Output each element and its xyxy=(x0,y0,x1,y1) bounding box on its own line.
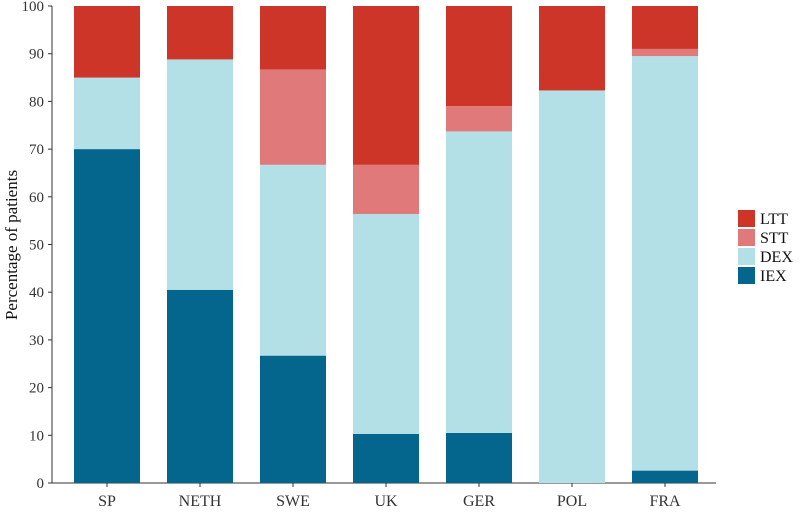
y-tick-label: 60 xyxy=(29,190,44,206)
legend-swatch-dex xyxy=(738,248,755,265)
bar-ger-stt xyxy=(446,106,512,132)
x-tick-label-pol: POL xyxy=(557,493,587,510)
bar-uk-dex xyxy=(353,213,419,434)
y-tick-label: 90 xyxy=(29,47,44,63)
bar-pol-ltt xyxy=(539,6,605,91)
bar-fra-iex xyxy=(632,470,698,483)
bar-neth-ltt xyxy=(167,6,233,60)
bars xyxy=(74,6,698,483)
bar-sp-iex xyxy=(74,149,140,483)
bar-ger-ltt xyxy=(446,6,512,107)
bar-uk-stt xyxy=(353,164,419,214)
bar-fra-dex xyxy=(632,56,698,471)
bar-swe-dex xyxy=(260,164,326,356)
bar-ger-dex xyxy=(446,131,512,433)
bar-uk-iex xyxy=(353,433,419,483)
y-axis-title: Percentage of patients xyxy=(2,170,21,320)
legend-label-iex: IEX xyxy=(760,268,787,285)
bar-fra-ltt xyxy=(632,6,698,49)
legend-label-ltt: LTT xyxy=(760,211,788,228)
bar-swe-ltt xyxy=(260,6,326,70)
y-tick-label: 50 xyxy=(29,238,44,254)
bar-swe-stt xyxy=(260,69,326,165)
bar-ger-iex xyxy=(446,432,512,483)
bar-sp-dex xyxy=(74,77,140,150)
legend: LTT STT DEX IEX xyxy=(738,210,793,285)
y-tick-label: 30 xyxy=(29,333,44,349)
x-tick-label-fra: FRA xyxy=(649,493,681,510)
y-tick-label: 10 xyxy=(29,428,44,444)
y-tick-label: 40 xyxy=(29,285,44,301)
legend-swatch-ltt xyxy=(738,210,755,227)
y-tick-label: 0 xyxy=(37,476,45,492)
bar-pol-dex xyxy=(539,90,605,483)
bar-neth-dex xyxy=(167,59,233,290)
bar-fra-stt xyxy=(632,48,698,57)
y-tick-label: 70 xyxy=(29,142,44,158)
y-tick-label: 100 xyxy=(22,0,45,15)
legend-label-stt: STT xyxy=(760,230,789,247)
bar-uk-ltt xyxy=(353,6,419,165)
y-axis: 0 10 20 30 40 50 60 70 80 90 100 xyxy=(22,0,53,492)
legend-label-dex: DEX xyxy=(760,249,793,266)
bar-neth-iex xyxy=(167,289,233,483)
bar-sp-ltt xyxy=(74,6,140,78)
x-tick-label-swe: SWE xyxy=(276,493,310,510)
bar-swe-iex xyxy=(260,355,326,483)
y-tick-label: 80 xyxy=(29,94,44,110)
x-axis: SP NETH SWE UK GER POL FRA xyxy=(52,482,716,510)
x-tick-label-sp: SP xyxy=(98,493,116,510)
x-tick-label-ger: GER xyxy=(463,493,495,510)
legend-swatch-iex xyxy=(738,267,755,284)
x-tick-label-neth: NETH xyxy=(179,493,222,510)
y-tick-label: 20 xyxy=(29,381,44,397)
x-tick-label-uk: UK xyxy=(374,493,398,510)
legend-swatch-stt xyxy=(738,229,755,246)
